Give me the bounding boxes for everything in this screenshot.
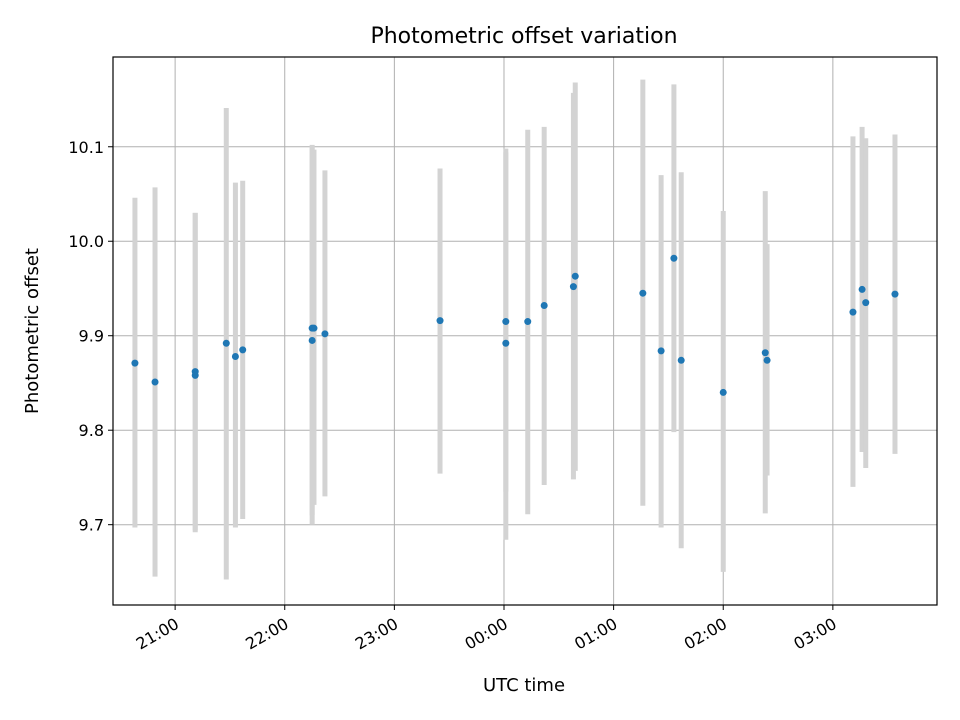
plot-frame (112, 56, 938, 606)
data-point (849, 308, 857, 316)
data-points (131, 254, 899, 396)
data-point (763, 356, 771, 364)
y-tick-label: 10.0 (68, 232, 104, 251)
data-point (222, 339, 230, 347)
data-point (670, 254, 678, 262)
data-point (858, 285, 866, 293)
y-tick-label: 9.8 (79, 421, 104, 440)
y-tick-label: 10.1 (68, 138, 104, 157)
data-point (310, 324, 318, 332)
y-tick-label: 9.7 (79, 516, 104, 535)
data-point (231, 353, 239, 361)
data-point (502, 318, 510, 326)
y-axis-label: Photometric offset (22, 248, 43, 414)
data-point (151, 378, 159, 386)
data-point (239, 346, 247, 354)
data-point (719, 388, 727, 396)
data-point (761, 349, 769, 357)
data-point (862, 299, 870, 307)
data-point (131, 359, 139, 367)
data-point (502, 339, 510, 347)
y-axis-ticks: 9.7 9.8 9.9 10.0 10.1 (68, 138, 113, 535)
data-point (436, 317, 444, 325)
data-point (191, 368, 199, 376)
data-point (308, 336, 316, 344)
y-tick-label: 9.9 (79, 327, 104, 346)
chart-title: Photometric offset variation (370, 24, 677, 49)
data-point (891, 290, 899, 298)
data-point (639, 289, 647, 297)
data-point (540, 301, 548, 309)
data-point (569, 283, 577, 291)
data-point (657, 347, 665, 355)
x-axis-label: UTC time (483, 675, 565, 696)
data-point (524, 318, 532, 326)
data-point (571, 272, 579, 280)
data-point (321, 330, 329, 338)
data-point (677, 356, 685, 364)
